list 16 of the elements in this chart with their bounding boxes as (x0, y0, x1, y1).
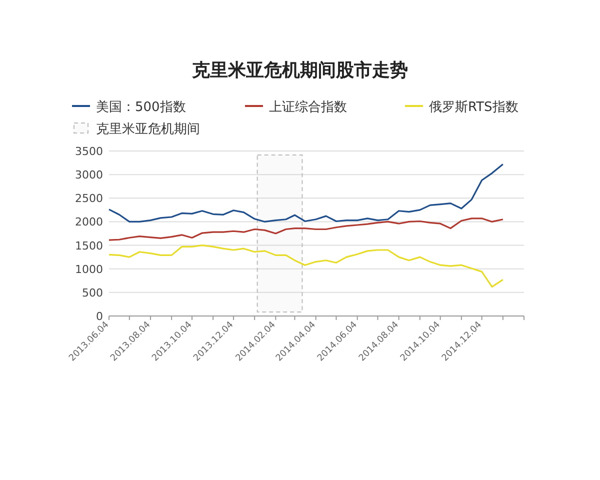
y-tick-label: 3000 (75, 168, 103, 182)
chart-title: 克里米亚危机期间股市走势 (191, 60, 408, 81)
legend-label: 上证综合指数 (269, 100, 347, 115)
y-tick-label: 3500 (75, 145, 103, 158)
y-tick-label: 500 (82, 286, 103, 300)
legend-label: 俄罗斯RTS指数 (429, 100, 518, 115)
y-tick-label: 1000 (75, 262, 103, 276)
legend-label: 美国：500指数 (96, 99, 186, 115)
line-series (108, 218, 504, 241)
y-tick-label: 0 (96, 310, 103, 323)
legend-label: 克里米亚危机期间 (96, 122, 200, 137)
line-series (108, 163, 504, 223)
y-tick-label: 2500 (75, 192, 103, 206)
line-series (108, 244, 504, 288)
y-tick-label: 1500 (75, 239, 103, 252)
y-tick-label: 2000 (75, 216, 103, 229)
